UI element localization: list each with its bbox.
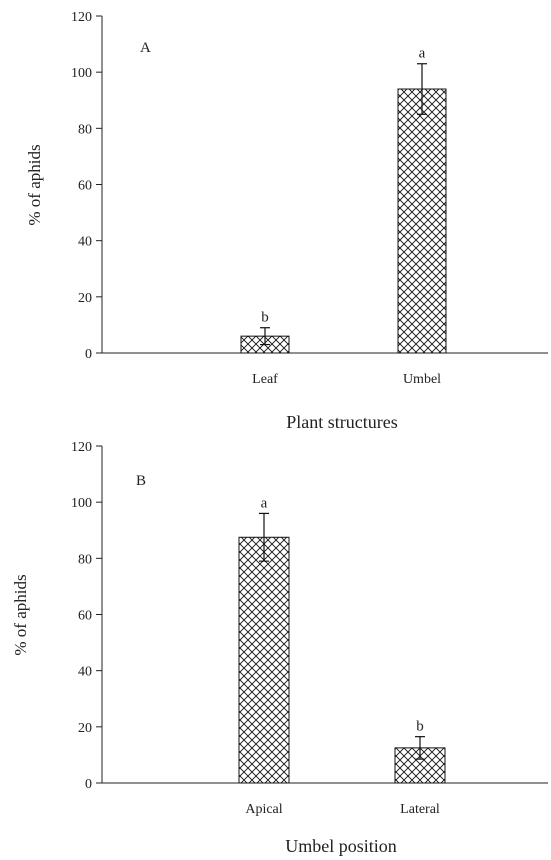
chart-panel-b: B % of aphids Umbel position 0 20 40 60 80 10… (11, 440, 548, 856)
y-tick-label: 40 (78, 235, 92, 250)
x-axis-label: Umbel position (285, 836, 397, 856)
y-tick-label: 40 (78, 665, 92, 680)
x-axis-label: Plant structures (286, 412, 397, 432)
y-tick-label: 0 (85, 777, 92, 792)
bar (238, 536, 290, 784)
y-tick-label: 60 (78, 609, 92, 624)
x-tick-label: Umbel (403, 372, 441, 387)
y-tick-label: 20 (78, 291, 92, 306)
y-tick-label: 120 (71, 10, 92, 25)
y-tick-label: 80 (78, 122, 92, 137)
y-tick-label: 80 (78, 552, 92, 567)
y-tick-label: 60 (78, 179, 92, 194)
significance-letter: b (416, 719, 424, 735)
y-tick-label: 100 (71, 496, 92, 511)
panel-label: A (140, 40, 151, 56)
y-tick-label: 120 (71, 440, 92, 455)
significance-letter: b (261, 310, 269, 326)
y-tick-label: 100 (71, 66, 92, 81)
panel-label: B (136, 473, 146, 489)
y-tick-label: 20 (78, 721, 92, 736)
x-tick-label: Apical (245, 802, 282, 817)
significance-letter: a (419, 46, 426, 62)
x-tick-label: Lateral (400, 802, 440, 817)
y-axis-label: % of aphids (11, 574, 30, 655)
significance-letter: a (261, 495, 268, 511)
x-tick-label: Leaf (252, 372, 278, 387)
y-tick-label: 0 (85, 347, 92, 362)
y-axis-label: % of aphids (25, 144, 44, 225)
bar (397, 88, 447, 354)
chart-panel-a: A % of aphids Plant structures 0 20 40 60 80… (25, 10, 548, 432)
